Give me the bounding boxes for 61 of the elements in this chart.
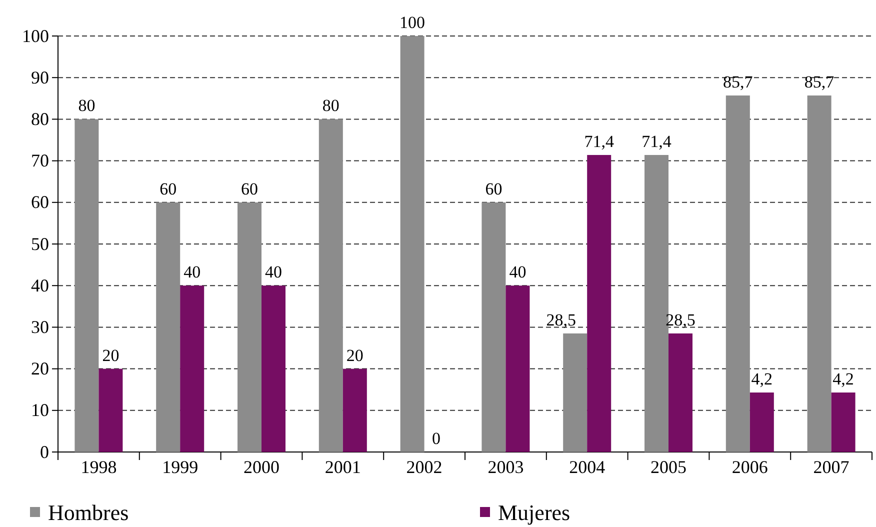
legend-label: Mujeres (498, 500, 570, 525)
data-label: 80 (322, 96, 340, 116)
bar (668, 333, 692, 452)
bar (262, 286, 286, 452)
data-label: 85,7 (804, 72, 835, 92)
data-label: 71,4 (584, 132, 614, 151)
bar (318, 119, 343, 452)
bar (238, 202, 262, 452)
bar (587, 154, 612, 452)
data-label: 28,5 (666, 310, 696, 330)
data-label: 40 (509, 262, 526, 282)
y-tick-label: 40 (31, 275, 49, 296)
x-tick-label: 2000 (244, 456, 280, 477)
y-tick-label: 90 (31, 67, 49, 88)
bar (342, 368, 367, 452)
bar (400, 36, 424, 452)
x-tick-label: 2005 (650, 456, 686, 477)
legend-label: Hombres (48, 500, 129, 525)
data-label: 40 (265, 262, 282, 282)
x-tick-label: 2003 (488, 456, 524, 477)
data-label: 100 (400, 13, 426, 32)
y-tick-label: 100 (22, 26, 49, 46)
x-tick-label: 1998 (80, 456, 117, 477)
data-label: 28,5 (546, 310, 576, 330)
x-tick-label: 2006 (732, 456, 768, 477)
y-tick-label: 30 (31, 316, 49, 337)
y-tick-label: 10 (31, 400, 49, 420)
bar (74, 119, 99, 452)
x-tick-label: 1999 (162, 456, 198, 477)
data-label: 85,7 (723, 72, 754, 92)
data-label: 60 (160, 179, 177, 198)
y-tick-label: 50 (31, 234, 49, 254)
bar (156, 202, 180, 452)
bar (180, 286, 204, 452)
y-tick-label: 20 (31, 358, 49, 379)
data-label: 71,4 (642, 132, 672, 151)
data-label: 60 (485, 179, 502, 198)
annotation: 4,2 (751, 370, 773, 389)
bar (750, 392, 774, 452)
annotation: 4,2 (832, 370, 854, 389)
bar (506, 286, 530, 452)
data-label: 0 (432, 429, 441, 448)
bar (807, 95, 832, 452)
bar (831, 392, 856, 452)
y-tick-label: 70 (31, 150, 49, 171)
bar (563, 333, 588, 452)
data-label: 20 (346, 346, 364, 365)
bar (726, 95, 750, 452)
x-tick-label: 2001 (324, 456, 361, 477)
bar (482, 202, 506, 452)
y-tick-label: 80 (31, 108, 49, 129)
y-tick-label: 0 (40, 442, 49, 462)
bar (98, 368, 123, 452)
x-tick-label: 2007 (813, 456, 850, 477)
x-tick-label: 2004 (569, 456, 606, 477)
data-label: 20 (102, 346, 120, 365)
data-label: 80 (78, 96, 96, 116)
x-tick-label: 2002 (406, 456, 442, 477)
data-label: 40 (184, 262, 201, 282)
data-label: 60 (241, 179, 258, 198)
y-tick-label: 60 (31, 192, 49, 212)
